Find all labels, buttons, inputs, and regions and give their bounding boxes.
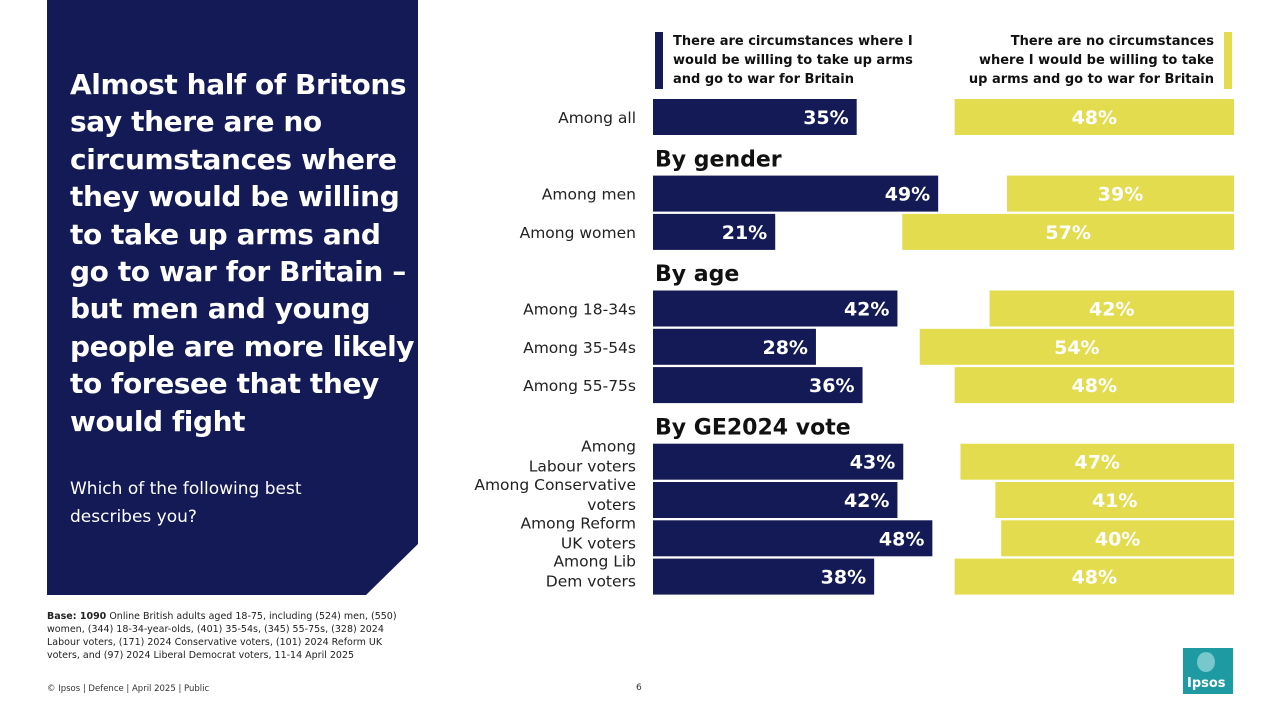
data-label-not-willing-among-35-54s: 54% [1054,337,1099,359]
bar-willing-among-35-54s [653,328,816,365]
logo-text: Ipsos [1187,676,1226,691]
category-label-among-lib-dem-voters: Among Lib Dem voters [546,553,636,591]
data-label-willing-among-conservative-voters: 42% [844,490,889,512]
legend-item-willing: There are circumstances where I would be… [655,32,933,89]
data-label-not-willing-among-men: 39% [1098,184,1143,206]
category-label-among-all: Among all [558,109,636,127]
bar-willing-among-men [653,175,939,212]
bar-not-willing-among-women [902,213,1234,250]
headline-panel: Almost half of Britons say there are no … [47,0,418,595]
group-heading-by-gender: By gender [655,147,782,172]
base-note: Base: 1090 Online British adults aged 18… [47,610,407,662]
bar-willing-among-18-34s [653,290,898,327]
bar-not-willing-among-55-75s [954,367,1234,404]
category-label-among-18-34s: Among 18-34s [523,301,636,319]
group-heading-by-age: By age [655,262,739,287]
category-label-among-men: Among men [542,186,636,204]
data-label-willing-among-lib-dem-voters: 38% [821,567,866,589]
data-label-willing-among-55-75s: 36% [809,375,854,397]
data-label-willing-among-all: 35% [803,107,848,129]
data-label-not-willing-among-18-34s: 42% [1089,299,1134,321]
data-label-not-willing-among-all: 48% [1072,107,1117,129]
bar-willing-among-reform-uk-voters [653,520,933,557]
bar-willing-among-lib-dem-voters [653,558,875,595]
bar-not-willing-among-lib-dem-voters [954,558,1234,595]
bar-not-willing-among-all [954,99,1234,135]
logo-mark-icon [1197,652,1215,672]
legend-item-not-willing: There are no circumstances where I would… [968,32,1232,89]
data-label-not-willing-among-women: 57% [1045,222,1090,244]
survey-question: Which of the following best describes yo… [70,479,302,527]
data-label-not-willing-among-55-75s: 48% [1072,375,1117,397]
category-label-among-55-75s: Among 55-75s [523,377,636,395]
group-heading-by-ge2024-vote: By GE2024 vote [655,415,851,440]
data-label-willing-among-18-34s: 42% [844,299,889,321]
data-label-willing-among-women: 21% [722,222,767,244]
base-label: Base: 1090 [47,611,107,622]
bar-willing-among-all [653,99,857,135]
page-title: Almost half of Britons say there are no … [70,68,415,438]
category-label-among-conservative-voters: Among Conservative voters [474,476,636,514]
base-text: Online British adults aged 18-75, includ… [47,611,397,661]
data-label-not-willing-among-lib-dem-voters: 48% [1072,567,1117,589]
bar-not-willing-among-reform-uk-voters [1001,520,1234,557]
data-label-not-willing-among-labour-voters: 47% [1074,452,1119,474]
category-label-among-women: Among women [520,224,636,242]
data-label-willing-among-reform-uk-voters: 48% [879,528,924,550]
bar-not-willing-among-conservative-voters [995,482,1234,518]
bar-willing-among-conservative-voters [653,482,898,518]
data-label-willing-among-35-54s: 28% [762,337,807,359]
data-label-willing-among-labour-voters: 43% [850,452,895,474]
data-label-willing-among-men: 49% [885,184,930,206]
bar-willing-among-55-75s [653,367,863,404]
bar-not-willing-among-18-34s [989,290,1234,327]
data-label-not-willing-among-reform-uk-voters: 40% [1095,528,1140,550]
data-label-not-willing-among-conservative-voters: 41% [1092,490,1137,512]
bar-willing-among-women [653,213,776,250]
bar-willing-among-labour-voters [653,443,904,480]
category-label-among-labour-voters: Among Labour voters [529,438,636,476]
bar-not-willing-among-men [1007,175,1234,212]
bar-not-willing-among-labour-voters [960,443,1234,480]
category-label-among-reform-uk-voters: Among Reform UK voters [520,514,636,552]
category-label-among-35-54s: Among 35-54s [523,339,636,357]
page-number: 6 [636,683,642,693]
footer-text: © Ipsos | Defence | April 2025 | Public [47,684,210,694]
ipsos-logo: Ipsos [1183,648,1233,694]
bar-not-willing-among-35-54s [919,328,1234,365]
